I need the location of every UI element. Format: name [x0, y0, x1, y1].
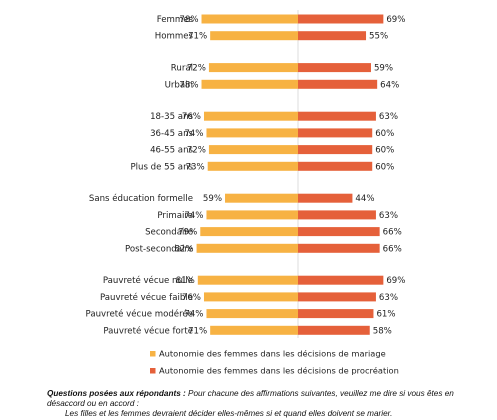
category-label-pauvrete-vecue-forte: Pauvreté vécue forte	[103, 325, 193, 336]
bar-marriage-plus-de-55-ans	[207, 161, 298, 171]
bar-procreation-sans-education-formelle	[298, 193, 353, 203]
category-label-pauvrete-vecue-moderee: Pauvreté vécue modérée	[86, 309, 193, 320]
bar-procreation-femmes	[298, 14, 384, 24]
legend-label-marriage: Autonomie des femmes dans les décisions …	[159, 349, 386, 359]
value-label-procreation-post-secondaire: 66%	[383, 244, 402, 254]
category-label-36-45-ans: 36-45 ans	[150, 129, 193, 139]
value-label-marriage-urbain: 78%	[179, 80, 198, 90]
footnote: Questions posées aux répondants : Pour c…	[47, 389, 487, 420]
legend-label-procreation: Autonomie des femmes dans les décisions …	[159, 366, 399, 376]
bar-marriage-post-secondaire	[196, 243, 298, 253]
bar-procreation-post-secondaire	[298, 243, 380, 253]
category-label-secondaire: Secondaire	[145, 228, 193, 238]
category-label-18-35-ans: 18-35 ans	[150, 112, 193, 122]
value-label-procreation-36-45-ans: 60%	[375, 129, 394, 139]
bar-procreation-18-35-ans	[298, 111, 376, 121]
question-text: Pour chacune des affirmations suivantes,…	[47, 389, 454, 409]
bar-marriage-18-35-ans	[203, 111, 298, 121]
value-label-procreation-plus-de-55-ans: 60%	[375, 162, 394, 172]
value-label-procreation-pauvrete-vecue-moderee: 61%	[376, 310, 395, 320]
value-label-marriage-pauvrete-vecue-forte: 71%	[188, 326, 207, 336]
bar-marriage-primaire	[206, 210, 298, 220]
value-label-marriage-pauvrete-vecue-nulle: 81%	[176, 276, 195, 286]
value-label-procreation-primaire: 63%	[379, 211, 398, 221]
bar-procreation-primaire	[298, 210, 376, 220]
bar-procreation-36-45-ans	[298, 128, 373, 138]
bar-procreation-rural	[298, 63, 371, 73]
bar-marriage-rural	[208, 63, 298, 73]
bar-procreation-urbain	[298, 79, 378, 89]
bar-procreation-secondaire	[298, 227, 380, 237]
value-label-marriage-hommes: 71%	[188, 32, 207, 42]
bar-marriage-pauvrete-vecue-moderee	[206, 309, 298, 319]
value-label-procreation-hommes: 55%	[369, 32, 388, 42]
category-label-pauvrete-vecue-faible: Pauvreté vécue faible	[100, 292, 193, 303]
bar-procreation-pauvrete-vecue-moderee	[298, 309, 374, 319]
bar-marriage-sans-education-formelle	[225, 193, 298, 203]
value-label-procreation-sans-education-formelle: 44%	[355, 194, 374, 204]
value-label-marriage-36-45-ans: 74%	[184, 129, 203, 139]
value-label-procreation-rural: 59%	[374, 64, 393, 74]
value-label-marriage-plus-de-55-ans: 73%	[186, 162, 205, 172]
bar-marriage-36-45-ans	[206, 128, 298, 138]
value-label-procreation-femmes: 69%	[386, 15, 405, 25]
legend-swatch-marriage	[150, 351, 156, 357]
legend-swatch-procreation	[150, 368, 156, 374]
bar-marriage-femmes	[201, 14, 298, 24]
value-label-marriage-femmes: 78%	[179, 15, 198, 25]
bar-marriage-secondaire	[200, 227, 298, 237]
value-label-procreation-pauvrete-vecue-nulle: 69%	[386, 276, 405, 286]
bar-marriage-pauvrete-vecue-forte	[210, 325, 298, 335]
category-label-urbain: Urbain	[165, 80, 193, 90]
value-label-marriage-primaire: 74%	[184, 211, 203, 221]
bar-procreation-plus-de-55-ans	[298, 161, 373, 171]
value-label-marriage-post-secondaire: 82%	[174, 244, 193, 254]
bar-procreation-pauvrete-vecue-nulle	[298, 275, 384, 285]
value-label-marriage-rural: 72%	[187, 64, 206, 74]
bar-procreation-46-55-ans	[298, 145, 373, 155]
bar-procreation-pauvrete-vecue-faible	[298, 292, 376, 302]
value-label-marriage-secondaire: 79%	[178, 228, 197, 238]
category-label-sans-education-formelle: Sans éducation formelle	[89, 193, 193, 204]
bar-marriage-pauvrete-vecue-nulle	[197, 275, 298, 285]
category-label-primaire: Primaire	[157, 211, 193, 221]
bar-marriage-46-55-ans	[208, 145, 298, 155]
value-label-marriage-sans-education-formelle: 59%	[203, 194, 222, 204]
value-label-procreation-secondaire: 66%	[383, 228, 402, 238]
category-label-plus-de-55-ans: Plus de 55 ans	[130, 162, 193, 172]
value-label-procreation-18-35-ans: 63%	[379, 112, 398, 122]
value-label-procreation-pauvrete-vecue-faible: 63%	[379, 293, 398, 303]
bar-marriage-hommes	[210, 31, 298, 41]
category-label-post-secondaire: Post-secondaire	[125, 244, 193, 254]
category-label-pauvrete-vecue-nulle: Pauvreté vécue nulle	[103, 275, 193, 286]
category-label-hommes: Hommes	[155, 32, 194, 42]
value-label-procreation-46-55-ans: 60%	[375, 146, 394, 156]
bar-marriage-urbain	[201, 79, 298, 89]
bar-procreation-hommes	[298, 31, 367, 41]
statement-text: Les filles et les femmes devraient décid…	[65, 409, 393, 419]
category-label-rural: Rural	[171, 64, 193, 74]
question-label: Questions posées aux répondants :	[47, 389, 186, 398]
value-label-marriage-pauvrete-vecue-moderee: 74%	[184, 310, 203, 320]
value-label-marriage-pauvrete-vecue-faible: 76%	[182, 293, 201, 303]
category-label-46-55-ans: 46-55 ans	[150, 146, 193, 156]
category-label-femmes: Femmes	[157, 15, 194, 25]
value-label-marriage-46-55-ans: 72%	[187, 146, 206, 156]
value-label-procreation-urbain: 64%	[380, 80, 399, 90]
bar-marriage-pauvrete-vecue-faible	[203, 292, 298, 302]
bar-procreation-pauvrete-vecue-forte	[298, 325, 370, 335]
value-label-procreation-pauvrete-vecue-forte: 58%	[373, 326, 392, 336]
legend: Autonomie des femmes dans les décisions …	[150, 349, 399, 376]
value-label-marriage-18-35-ans: 76%	[182, 112, 201, 122]
